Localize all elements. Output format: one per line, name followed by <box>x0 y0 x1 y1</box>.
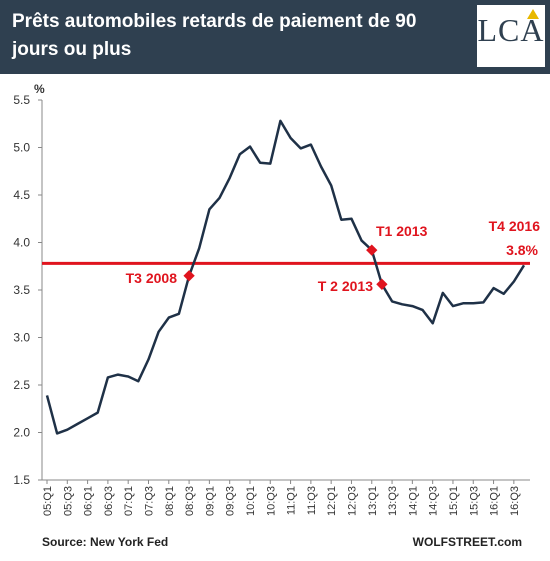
annotation-label-3-8-pct: 3.8% <box>506 242 538 258</box>
x-tick-label: 08:Q1 <box>164 486 176 516</box>
annotations: T3 2008 T1 2013 T 2 2013 T4 2016 3.8% <box>126 218 541 294</box>
x-tick-label: 14:Q1 <box>407 486 419 516</box>
y-tick-label: 3.5 <box>13 283 30 297</box>
lca-logo: LCA <box>477 5 545 67</box>
x-tick-label: 13:Q1 <box>367 486 379 516</box>
y-tick-label: 5.0 <box>13 141 30 155</box>
chart-title: Prêts automobiles retards de paiement de… <box>12 11 417 60</box>
x-tick-label: 12:Q3 <box>346 486 358 516</box>
annotation-label-t1-2013: T1 2013 <box>376 223 428 239</box>
source-note: Source: New York Fed <box>42 535 168 549</box>
x-tick-label: 12:Q1 <box>326 486 338 516</box>
x-tick-label: 10:Q3 <box>265 486 277 516</box>
x-tick-label: 11:Q3 <box>306 486 318 515</box>
x-tick-label: 05:Q3 <box>62 486 74 516</box>
credit-note: WOLFSTREET.com <box>413 535 522 549</box>
chart-footer: Source: New York Fed WOLFSTREET.com <box>42 535 522 549</box>
y-tick-label: 1.5 <box>13 473 30 487</box>
x-tick-label: 15:Q1 <box>448 486 460 516</box>
annotation-label-t3-2008: T3 2008 <box>126 270 178 286</box>
x-tick-label: 16:Q3 <box>509 486 521 516</box>
y-tick-label: 2.0 <box>13 426 30 440</box>
plot-area <box>42 119 530 435</box>
x-tick-label: 08:Q3 <box>184 486 196 516</box>
x-axis: 05:Q1 05:Q3 06:Q1 06:Q3 07:Q1 07:Q3 08:Q1 08:Q3… <box>42 479 530 516</box>
annotation-label-t2-2013: T 2 2013 <box>318 278 373 294</box>
y-tick-label: 3.0 <box>13 331 30 345</box>
x-tick-label: 05:Q1 <box>42 486 54 516</box>
x-tick-label: 07:Q1 <box>123 486 135 516</box>
x-tick-label: 15:Q3 <box>468 486 480 516</box>
x-tick-label: 13:Q3 <box>387 486 399 516</box>
logo-accent-icon <box>527 9 539 19</box>
line-chart: %5.55.04.54.03.53.02.52.01.5 05:Q1 05:Q3 0… <box>13 82 541 549</box>
y-tick-label: 4.0 <box>13 236 30 250</box>
x-tick-label: 11:Q1 <box>286 486 298 515</box>
x-tick-label: 16:Q1 <box>489 486 501 516</box>
y-tick-label: 4.5 <box>13 188 30 202</box>
x-tick-label: 07:Q3 <box>143 486 155 516</box>
series-line <box>45 119 526 435</box>
annotation-marker <box>366 244 378 256</box>
x-tick-label: 10:Q1 <box>245 486 257 516</box>
x-tick-label: 09:Q1 <box>204 486 216 516</box>
y-tick-label: 2.5 <box>13 378 30 392</box>
title-bar: Prêts automobiles retards de paiement de… <box>0 0 550 74</box>
x-tick-label: 06:Q3 <box>103 486 115 516</box>
y-axis: % 5.5 5.0 4.5 4.0 3.5 3.0 2.5 2.0 1.5 <box>13 82 45 487</box>
annotation-marker <box>183 270 195 282</box>
annotation-marker <box>376 278 388 290</box>
x-tick-label: 09:Q3 <box>225 486 237 516</box>
annotation-label-t4-2016: T4 2016 <box>489 218 541 234</box>
x-tick-label: 14:Q3 <box>428 486 440 516</box>
x-tick-label: 06:Q1 <box>83 486 95 516</box>
y-unit-label: % <box>34 82 45 96</box>
y-tick-label: 5.5 <box>13 93 30 107</box>
